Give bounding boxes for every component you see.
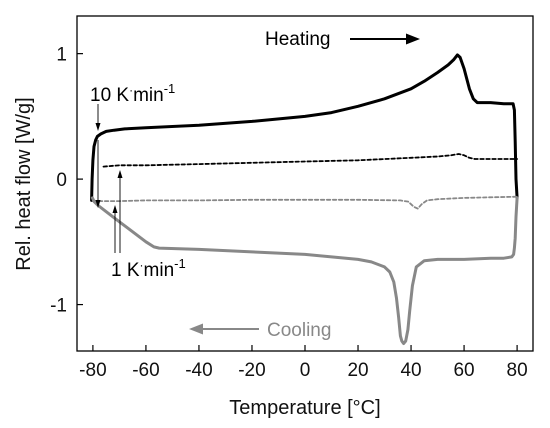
series-line-2 <box>102 153 518 168</box>
x-tick-label: -40 <box>185 360 212 381</box>
y-tick-label: -1 <box>50 296 67 317</box>
x-tick-label: 20 <box>347 360 368 381</box>
cooling-arrow-icon <box>189 323 259 335</box>
plot-frame <box>76 15 534 352</box>
axis-ticks: -80 -60 -40 -20 0 20 40 60 80 -1 0 1 <box>50 45 528 381</box>
rate-1-pointer-icon <box>112 170 123 253</box>
x-tick-label: -80 <box>79 360 106 381</box>
heating-label: Heating <box>265 29 331 50</box>
x-tick-label: -20 <box>238 360 265 381</box>
rate-1-label: 1 K·min-1 <box>111 256 186 281</box>
rate-10-pointer-icon <box>95 104 101 208</box>
x-tick-label: 60 <box>453 360 474 381</box>
plot-marks <box>90 53 519 345</box>
cooling-label: Cooling <box>267 320 331 341</box>
x-tick-label: -60 <box>132 360 159 381</box>
y-tick-label: 0 <box>56 170 67 191</box>
heating-arrow-icon <box>350 33 420 45</box>
x-tick-label: 80 <box>507 360 528 381</box>
series-line-1 <box>90 53 519 202</box>
rate-10-label: 10 K·min-1 <box>90 81 175 106</box>
series-line-4 <box>90 196 519 345</box>
x-axis-title: Temperature [°C] <box>229 397 380 419</box>
series-line-3 <box>92 195 518 210</box>
y-tick-label: 1 <box>56 45 67 66</box>
x-tick-label: 0 <box>300 360 311 381</box>
x-tick-label: 40 <box>400 360 421 381</box>
y-axis-title: Rel. heat flow [W/g] <box>13 97 35 270</box>
